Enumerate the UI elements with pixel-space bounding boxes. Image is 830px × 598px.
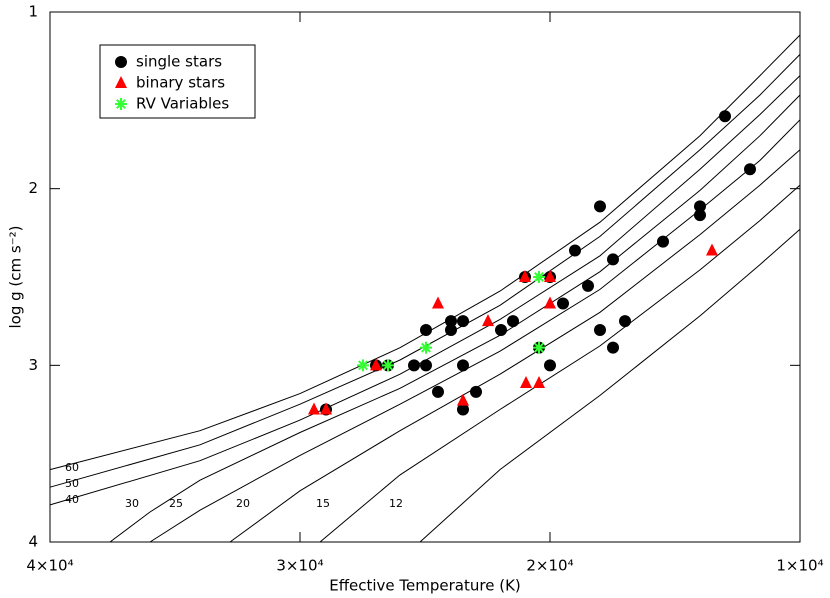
x-tick-label: 3×10⁴ (276, 557, 323, 575)
y-tick-label: 3 (28, 356, 38, 374)
y-axis-label: log g (cm s⁻²) (7, 225, 25, 328)
y-tick-label: 2 (28, 179, 38, 197)
data-point (706, 243, 718, 256)
legend-marker (115, 56, 127, 68)
plot-frame (49, 11, 801, 543)
legend-marker (115, 76, 127, 88)
data-point (432, 296, 444, 309)
data-point (533, 376, 545, 388)
data-point (533, 271, 545, 283)
data-point (557, 297, 569, 310)
data-point (569, 244, 581, 257)
x-tick-label: 1×10⁴ (776, 557, 823, 575)
legend-label: RV Variables (136, 95, 229, 113)
data-point (694, 209, 706, 222)
data-point (457, 403, 469, 416)
legend-label: binary stars (136, 74, 225, 92)
y-tick-label: 4 (28, 533, 38, 551)
track-label: 12 (389, 497, 403, 510)
data-point (308, 402, 320, 415)
data-point (533, 341, 545, 354)
data-point (694, 200, 706, 213)
data-point (457, 359, 469, 372)
track-label: 50 (65, 477, 79, 490)
data-point (619, 315, 631, 328)
data-point (594, 200, 606, 213)
evolutionary-track (109, 94, 801, 543)
data-point (544, 359, 556, 372)
data-point (544, 296, 556, 309)
data-point (657, 235, 669, 248)
data-point (607, 341, 619, 354)
track-label: 15 (316, 497, 330, 510)
evolutionary-track (149, 119, 801, 543)
data-point (457, 393, 469, 406)
data-point (520, 376, 532, 388)
legend-label: single stars (136, 53, 222, 71)
track-label: 40 (65, 493, 79, 506)
evolutionary-track (229, 149, 801, 543)
data-point (357, 359, 369, 372)
evolutionary-track (49, 54, 801, 488)
x-axis-label: Effective Temperature (K) (329, 577, 521, 595)
evolutionary-track (319, 184, 801, 543)
evolutionary-track (49, 34, 801, 471)
data-point (594, 324, 606, 336)
x-tick-label: 4×10⁴ (26, 557, 73, 575)
track-label: 30 (125, 497, 139, 510)
x-tick-label: 2×10⁴ (526, 557, 573, 575)
y-tick-label: 1 (28, 3, 38, 21)
data-point (320, 402, 332, 415)
data-point (582, 279, 594, 292)
data-point (370, 358, 382, 371)
data-point (445, 324, 457, 336)
data-point (495, 324, 507, 336)
data-point (420, 341, 432, 354)
data-point (719, 110, 731, 123)
data-point (420, 324, 432, 336)
data-point (420, 359, 432, 372)
data-point (408, 359, 420, 372)
legend-marker (115, 98, 127, 110)
data-point (607, 253, 619, 266)
track-label: 25 (169, 497, 183, 510)
legend-box (99, 44, 256, 119)
track-label: 60 (65, 461, 79, 474)
data-point (470, 385, 482, 398)
track-label: 20 (236, 497, 250, 510)
evolutionary-track (49, 75, 801, 506)
data-point (544, 270, 556, 282)
data-point (457, 315, 469, 328)
data-point (744, 163, 756, 176)
data-point (445, 315, 457, 328)
data-point (432, 385, 444, 398)
data-point (507, 315, 519, 328)
evolutionary-track (419, 228, 801, 543)
data-point (382, 359, 394, 372)
data-point (482, 314, 494, 327)
data-point (519, 270, 531, 282)
